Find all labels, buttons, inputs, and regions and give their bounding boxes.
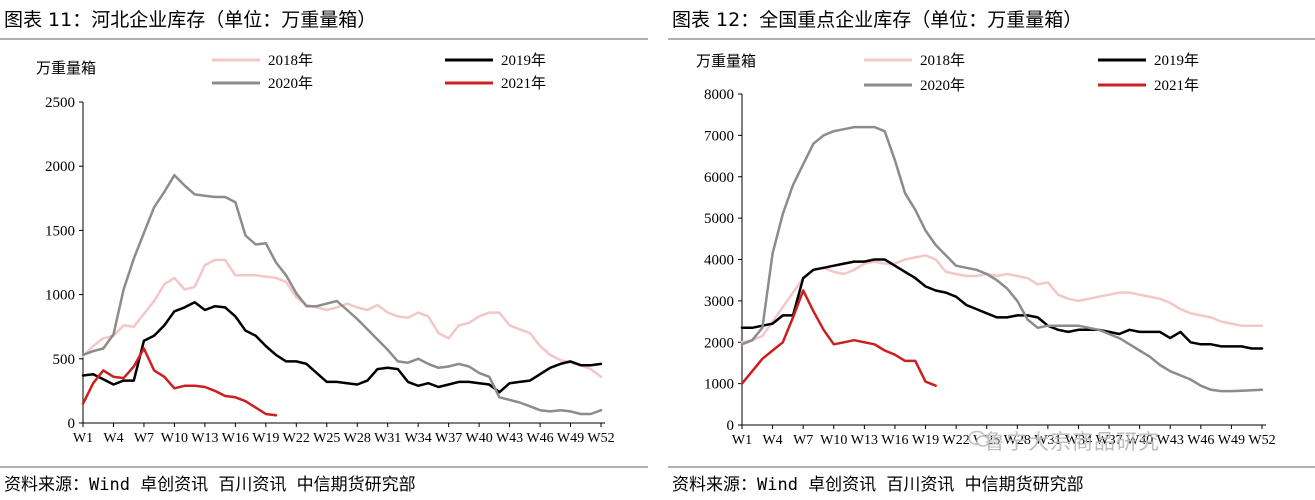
y-tick-label: 1000 (45, 288, 75, 304)
x-tick-label: W25 (313, 431, 340, 446)
x-tick-label: W49 (557, 431, 584, 446)
x-tick-label: W22 (943, 433, 970, 448)
figure-title: 图表 12：全国重点企业库存（单位：万重量箱） (672, 9, 1083, 31)
legend-label: 2021年 (501, 75, 546, 92)
legend-label: 2018年 (268, 52, 313, 69)
figure-title: 图表 11：河北企业库存（单位：万重量箱） (4, 9, 377, 31)
x-tick-label: W52 (587, 431, 614, 446)
x-tick-label: W7 (793, 433, 813, 448)
legend-label: 2021年 (1154, 77, 1199, 94)
y-tick-label: 4000 (704, 253, 734, 269)
y-tick-label: 500 (53, 352, 76, 368)
figure-12: 图表 12：全国重点企业库存（单位：万重量箱） 万重量箱 0 1000 2000 300… (668, 0, 1315, 500)
y-tick-label: 3000 (704, 294, 734, 310)
bottom-rule (668, 466, 1315, 468)
x-tick-label: W40 (1126, 433, 1153, 448)
y-tick-label: 6000 (704, 170, 734, 186)
x-tick-label: W31 (1034, 433, 1061, 448)
legend-label: 2019年 (501, 52, 546, 69)
source-note: 资料来源：Wind 卓创资讯 百川资讯 中信期货研究部 (4, 475, 416, 495)
top-rule (0, 38, 648, 40)
x-tick-label: W16 (881, 433, 908, 448)
x-tick-label: W19 (252, 431, 279, 446)
x-tick-label: W34 (1065, 433, 1092, 448)
series-line-2021 (81, 347, 278, 417)
x-tick-label: W7 (134, 431, 154, 446)
source-note: 资料来源：Wind 卓创资讯 百川资讯 中信期货研究部 (672, 475, 1084, 495)
y-tick-label: 1000 (704, 377, 734, 393)
y-tick-label: 2500 (45, 95, 75, 111)
x-tick-label: W1 (73, 431, 93, 446)
y-tick-label: 1500 (45, 223, 75, 239)
x-tick-label: W37 (435, 431, 462, 446)
x-tick-label: W40 (466, 431, 493, 446)
legend-label: 2020年 (920, 77, 965, 94)
series-line-2018 (81, 258, 603, 379)
x-tick-label: W16 (222, 431, 249, 446)
x-tick-label: W13 (191, 431, 218, 446)
x-tick-label: W37 (1095, 433, 1122, 448)
legend-label: 2020年 (268, 75, 313, 92)
x-tick-label: W52 (1248, 433, 1275, 448)
legend-label: 2019年 (1154, 52, 1199, 69)
series-line-2018 (740, 254, 1264, 344)
x-tick-label: W28 (344, 431, 371, 446)
x-tick-label: W43 (496, 431, 523, 446)
series-line-2019 (740, 258, 1264, 350)
x-tick-label: W49 (1218, 433, 1245, 448)
x-tick-label: W10 (820, 433, 847, 448)
y-axis-unit-label: 万重量箱 (696, 52, 756, 70)
y-tick-label: 2000 (45, 159, 75, 175)
y-tick-label: 7000 (704, 128, 734, 144)
x-tick-label: W34 (405, 431, 432, 446)
x-tick-label: W19 (912, 433, 939, 448)
x-tick-label: W31 (374, 431, 401, 446)
legend-label: 2018年 (920, 52, 965, 69)
x-tick-label: W46 (526, 431, 553, 446)
series-line-2021 (740, 289, 937, 387)
y-tick-label: 0 (727, 418, 735, 434)
series-line-2020 (740, 125, 1264, 393)
x-tick-label: W1 (732, 433, 752, 448)
wechat-icon (968, 430, 990, 447)
y-tick-label: 5000 (704, 211, 734, 227)
y-tick-label: 2000 (704, 335, 734, 351)
top-rule (668, 38, 1315, 40)
series-line-2020 (81, 173, 603, 416)
figure-11: 图表 11：河北企业库存（单位：万重量箱） 万重量箱 0 500 1000 1500 20… (0, 0, 648, 500)
x-tick-label: W22 (283, 431, 310, 446)
x-tick-label: W13 (851, 433, 878, 448)
x-tick-label: W4 (103, 431, 123, 446)
y-axis-unit-label: 万重量箱 (36, 59, 96, 77)
x-tick-label: W43 (1157, 433, 1184, 448)
x-tick-label: W46 (1187, 433, 1214, 448)
x-tick-label: W4 (762, 433, 782, 448)
bottom-rule (0, 466, 648, 468)
y-tick-label: 0 (68, 416, 76, 432)
x-tick-label: W28 (1004, 433, 1031, 448)
x-tick-label: W10 (161, 431, 188, 446)
series-line-2019 (81, 301, 603, 394)
watermark: 鲁宁大宗商品研究 (984, 430, 1160, 454)
y-tick-label: 8000 (704, 87, 734, 103)
chart-national-inventory: 万重量箱 0 1000 2000 3000 4000 5000 6000 7000 8000 W1 W… (696, 52, 1276, 448)
